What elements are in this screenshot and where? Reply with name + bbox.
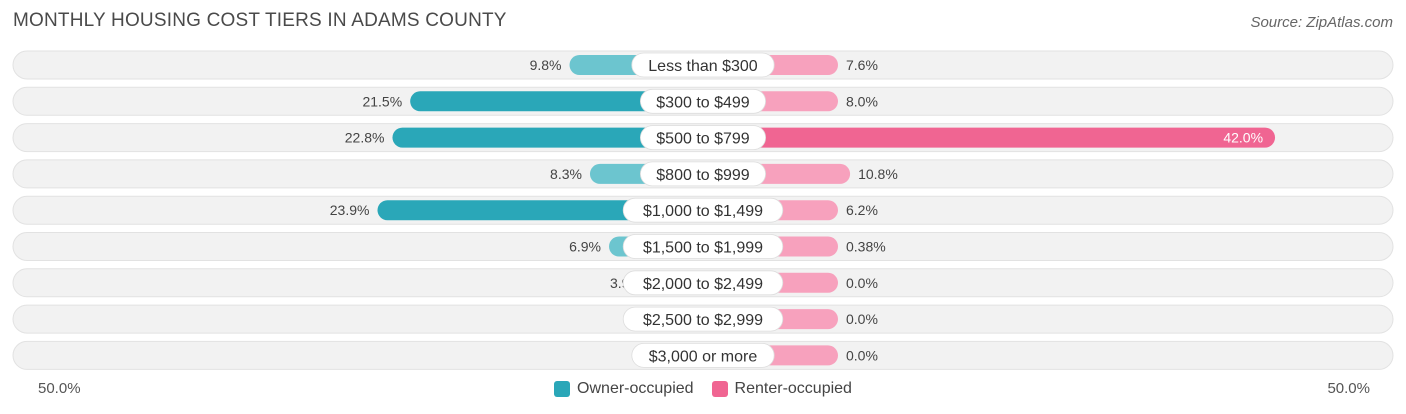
category-label: $300 to $499	[656, 94, 750, 111]
value-label-owner: 23.9%	[330, 202, 370, 218]
chart-row: 22.8% 42.0% $500 to $799	[12, 123, 1394, 153]
category-label-background	[640, 125, 767, 150]
category-label-background	[622, 270, 784, 296]
value-label-renter: 10.8%	[858, 166, 898, 182]
value-label-renter: 0.0%	[846, 275, 878, 291]
category-label-background	[640, 161, 767, 187]
axis-max-label: 50.0%	[1327, 380, 1370, 397]
chart-row: 8.3% 10.8% $800 to $999	[12, 159, 1394, 189]
category-label-background	[622, 197, 784, 223]
chart-row: 21.5% 8.0% $300 to $499	[12, 86, 1394, 116]
legend: Owner-occupied Renter-occupied	[0, 380, 1406, 398]
bar-renter-occupied	[693, 127, 1276, 148]
value-label-renter: 6.2%	[846, 202, 878, 218]
legend-label-renter: Renter-occupied	[734, 380, 852, 397]
legend-label-owner: Owner-occupied	[577, 380, 694, 397]
legend-swatch-owner	[554, 381, 571, 397]
category-label-background	[640, 88, 767, 114]
category-label: Less than $300	[648, 58, 758, 75]
value-label-renter: 0.38%	[846, 239, 886, 255]
value-label-renter: 42.0%	[1223, 130, 1263, 146]
value-label-owner: 22.8%	[345, 130, 385, 146]
bar-owner-occupied	[392, 127, 713, 148]
category-label-background	[631, 52, 775, 78]
category-label: $500 to $799	[656, 131, 750, 148]
category-label: $2,500 to $2,999	[643, 312, 763, 329]
category-label: $3,000 or more	[649, 348, 758, 365]
value-label-renter: 8.0%	[846, 93, 878, 109]
diverging-bar-chart: 9.8% 7.6% Less than $300 21.5% 8.0% $300 to $…	[12, 50, 1394, 370]
chart-source: Source: ZipAtlas.com	[1250, 14, 1393, 31]
legend-item-renter: Renter-occupied	[711, 380, 852, 398]
category-label: $2,000 to $2,499	[643, 276, 763, 293]
legend-swatch-renter	[711, 381, 728, 397]
chart-row: 6.9% 0.38% $1,500 to $1,999	[12, 232, 1394, 261]
category-label-background	[631, 342, 775, 368]
chart-row: 3.9%0.0%$2,000 to $2,499	[12, 268, 1394, 298]
category-label-background	[622, 234, 784, 259]
value-label-owner: 8.3%	[550, 166, 582, 182]
chart-row: 23.9% 6.2% $1,000 to $1,499	[12, 195, 1394, 225]
value-label-owner: 21.5%	[362, 93, 402, 109]
chart-row: 9.8% 7.6% Less than $300	[12, 50, 1394, 80]
category-label: $1,500 to $1,999	[643, 240, 763, 257]
category-label: $800 to $999	[656, 167, 750, 184]
value-label-renter: 0.0%	[846, 347, 878, 363]
value-label-renter: 7.6%	[846, 57, 878, 73]
chart-row: 1.1%0.0%$3,000 or more	[12, 340, 1394, 370]
chart-title: MONTHLY HOUSING COST TIERS IN ADAMS COUN…	[13, 10, 507, 31]
bar-owner-occupied	[410, 91, 713, 112]
axis-min-label: 50.0%	[38, 380, 81, 397]
value-label-owner: 6.9%	[569, 239, 601, 255]
category-label-background	[622, 306, 784, 332]
category-label: $1,000 to $1,499	[643, 203, 763, 220]
chart-row: 1.8%0.0%$2,500 to $2,999	[12, 304, 1394, 334]
value-label-owner: 9.8%	[530, 57, 562, 73]
legend-item-owner: Owner-occupied	[554, 380, 694, 398]
value-label-renter: 0.0%	[846, 311, 878, 327]
